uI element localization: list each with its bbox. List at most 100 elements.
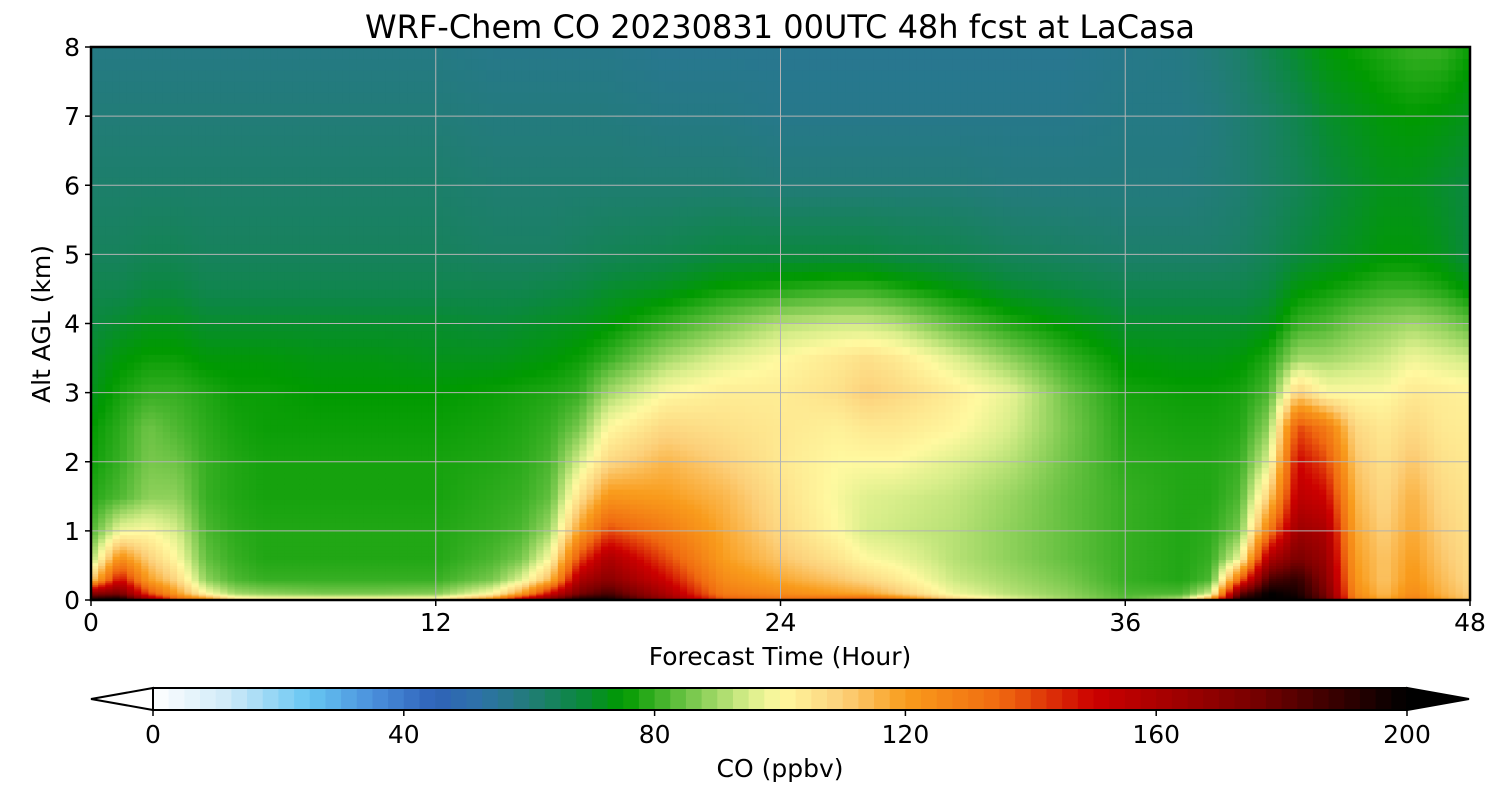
- co-cell: [91, 280, 99, 290]
- co-cell: [91, 92, 99, 104]
- co-cell: [349, 376, 358, 385]
- co-cell: [184, 166, 193, 178]
- co-cell: [284, 542, 293, 547]
- co-cell: [184, 135, 193, 147]
- co-cell: [91, 186, 99, 198]
- co-cell: [141, 391, 150, 399]
- co-cell: [105, 517, 114, 523]
- co-cell: [292, 489, 300, 495]
- co-cell: [148, 206, 157, 217]
- co-cell: [299, 582, 308, 586]
- co-cell: [198, 538, 207, 543]
- co-cell: [249, 582, 257, 586]
- co-cell: [126, 461, 135, 469]
- co-cell: [407, 103, 415, 115]
- co-cell: [256, 483, 264, 490]
- co-cell: [284, 330, 293, 340]
- co-cell: [371, 594, 379, 596]
- co-cell: [292, 568, 300, 572]
- co-cell: [363, 166, 372, 178]
- co-cell: [306, 124, 315, 136]
- co-cell: [349, 570, 358, 575]
- co-cell: [162, 517, 171, 523]
- co-cell: [349, 522, 358, 528]
- co-cell: [148, 425, 157, 433]
- co-cell: [205, 271, 214, 281]
- co-cell: [177, 489, 185, 495]
- co-cell: [170, 262, 178, 273]
- co-cell: [428, 596, 437, 598]
- co-cell: [177, 196, 185, 207]
- co-cell: [378, 58, 387, 71]
- co-cell: [270, 437, 279, 445]
- co-cell: [457, 594, 466, 596]
- co-cell: [407, 92, 415, 104]
- co-cell: [421, 425, 430, 433]
- co-cell: [91, 253, 99, 264]
- co-cell: [198, 576, 207, 579]
- co-cell: [263, 271, 272, 281]
- co-cell: [112, 81, 121, 93]
- co-cell: [277, 330, 286, 340]
- co-cell: [320, 508, 329, 514]
- co-cell: [134, 81, 142, 93]
- co-cell: [241, 570, 250, 575]
- co-cell: [407, 437, 415, 445]
- co-cell: [399, 443, 408, 451]
- co-cell: [349, 206, 358, 217]
- co-cell: [407, 206, 415, 217]
- co-cell: [378, 478, 387, 485]
- co-cell: [335, 597, 343, 600]
- co-cell: [148, 594, 157, 596]
- co-cell: [378, 253, 387, 264]
- co-cell: [249, 47, 257, 60]
- co-cell: [184, 588, 193, 591]
- co-cell: [292, 425, 300, 433]
- co-cell: [442, 92, 451, 104]
- co-cell: [98, 562, 106, 567]
- co-cell: [134, 594, 142, 596]
- co-cell: [184, 499, 193, 505]
- co-cell: [234, 522, 243, 528]
- co-cell: [141, 166, 150, 178]
- co-cell: [378, 597, 387, 600]
- co-cell: [342, 215, 351, 227]
- co-cell: [320, 483, 329, 490]
- co-cell: [292, 449, 300, 457]
- co-cell: [356, 473, 365, 480]
- co-cell: [263, 431, 272, 439]
- co-cell: [162, 449, 171, 457]
- co-cell: [356, 156, 365, 168]
- co-cell: [91, 513, 99, 519]
- co-cell: [249, 584, 257, 588]
- co-cell: [457, 69, 466, 82]
- co-cell: [342, 405, 351, 413]
- co-cell: [435, 186, 444, 198]
- co-cell: [205, 513, 214, 519]
- co-cell: [428, 559, 437, 564]
- co-cell: [126, 449, 135, 457]
- co-cell: [263, 565, 272, 569]
- co-cell: [313, 483, 322, 490]
- co-cell: [191, 431, 200, 439]
- co-cell: [421, 589, 430, 592]
- co-cell: [335, 383, 343, 392]
- co-cell: [457, 582, 466, 586]
- co-cell: [126, 556, 135, 561]
- co-cell: [421, 473, 430, 480]
- co-cell: [356, 592, 365, 595]
- co-cell: [98, 354, 106, 363]
- co-cell: [263, 81, 272, 93]
- co-cell: [184, 592, 193, 595]
- co-cell: [270, 586, 279, 589]
- co-cell: [306, 530, 315, 536]
- co-cell: [263, 47, 272, 60]
- co-cell: [320, 405, 329, 413]
- co-cell: [205, 288, 214, 299]
- co-cell: [198, 513, 207, 519]
- co-cell: [435, 124, 444, 136]
- co-cell: [91, 483, 99, 490]
- co-cell: [256, 305, 264, 315]
- co-cell: [414, 411, 422, 420]
- co-cell: [421, 461, 430, 469]
